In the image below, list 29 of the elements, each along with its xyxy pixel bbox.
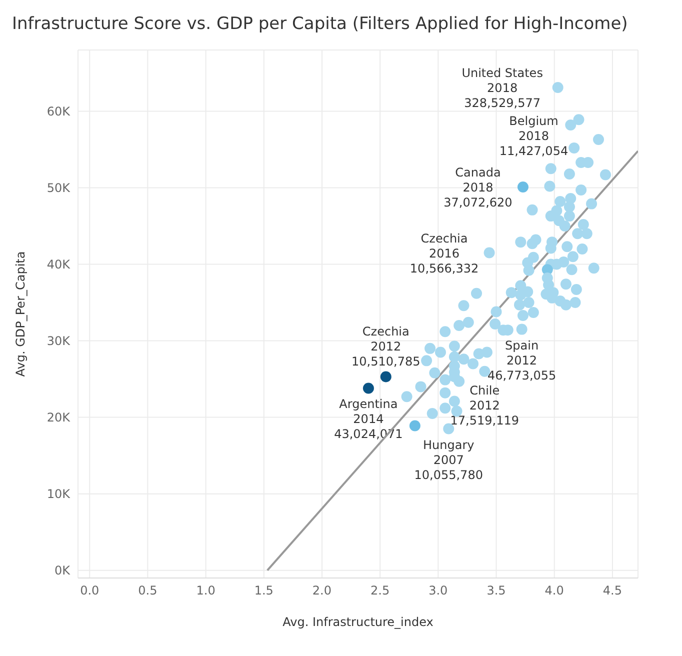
x-tick-label: 0.0 [80, 584, 100, 598]
x-tick-label: 1.5 [254, 584, 274, 598]
x-tick-label: 4.5 [602, 584, 622, 598]
annotation: Argentina 2014 43,024,071 [334, 397, 403, 442]
x-tick-label: 2.5 [370, 584, 390, 598]
y-tick-label: 0K [54, 564, 72, 578]
x-tick-label: 4.0 [544, 584, 564, 598]
y-tick-label: 20K [46, 410, 72, 425]
annotation: Chile 2012 17,519,119 [450, 383, 519, 428]
y-tick-label: 10K [46, 487, 72, 502]
x-tick-label: 2.0 [312, 584, 332, 598]
x-tick-label: 0.5 [138, 584, 158, 598]
annotation: Hungary 2007 10,055,780 [414, 438, 483, 482]
y-tick-label: 60K [46, 104, 72, 118]
y-axis-title: Avg. GDP_Per_Capita [13, 251, 28, 377]
x-tick-label: 3.0 [428, 584, 448, 598]
annotation: Czechia 2012 10,510,785 [352, 324, 420, 369]
y-tick-label: 30K [46, 334, 72, 348]
x-tick-label: 1.0 [196, 584, 216, 598]
annotation: United States 2018 328,529,577 [462, 66, 543, 110]
annotation: Canada 2018 37,072,620 [444, 165, 512, 210]
annotation: Belgium 2018 11,427,054 [499, 114, 568, 158]
annotation: Czechia 2016 10,566,332 [410, 231, 479, 276]
y-tick-label: 50K [46, 181, 72, 195]
x-tick-label: 3.5 [486, 584, 506, 598]
chart-title: Infrastructure Score vs. GDP per Capita (Filters Applied for High-Income) [11, 13, 629, 36]
annotation: Spain 2012 46,773,055 [487, 338, 556, 382]
y-tick-label: 40K [46, 258, 72, 272]
x-axis-title: Avg. Infrastructure_index [282, 615, 434, 629]
